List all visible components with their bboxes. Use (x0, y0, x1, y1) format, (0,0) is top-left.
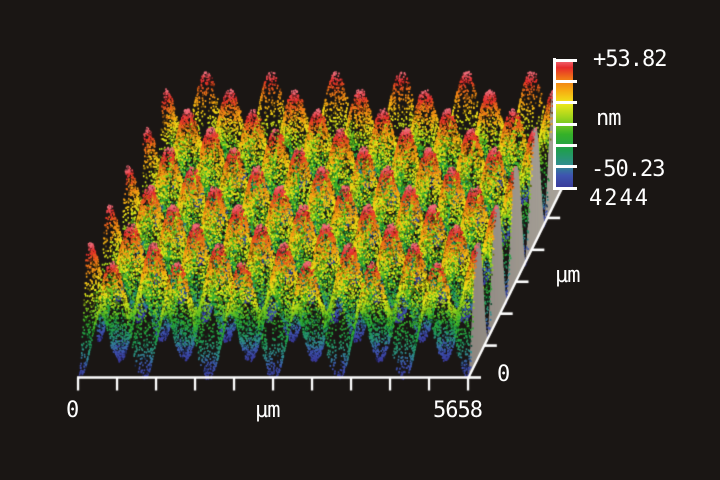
y-axis-unit-label: µm (555, 263, 580, 288)
y-axis-max-label: 4244 (589, 186, 650, 211)
colorbar-tick (556, 79, 577, 83)
colorbar-tick (556, 165, 577, 169)
z-axis-unit-label: nm (596, 106, 621, 131)
z-axis-max-label: +53.82 (593, 47, 667, 72)
colorbar-tick (556, 101, 577, 105)
colorbar-tick (556, 186, 577, 190)
colorbar-edge-line (553, 58, 556, 190)
colorbar-tick (556, 58, 577, 62)
z-axis-min-label: -50.23 (591, 157, 665, 182)
y-axis-min-label: 0 (497, 362, 510, 387)
x-axis-max-label: 5658 (433, 398, 483, 423)
colorbar-tick (556, 143, 577, 147)
x-axis-unit-label: µm (255, 398, 280, 423)
colorbar-tick (556, 122, 577, 126)
x-axis-min-label: 0 (66, 398, 79, 423)
